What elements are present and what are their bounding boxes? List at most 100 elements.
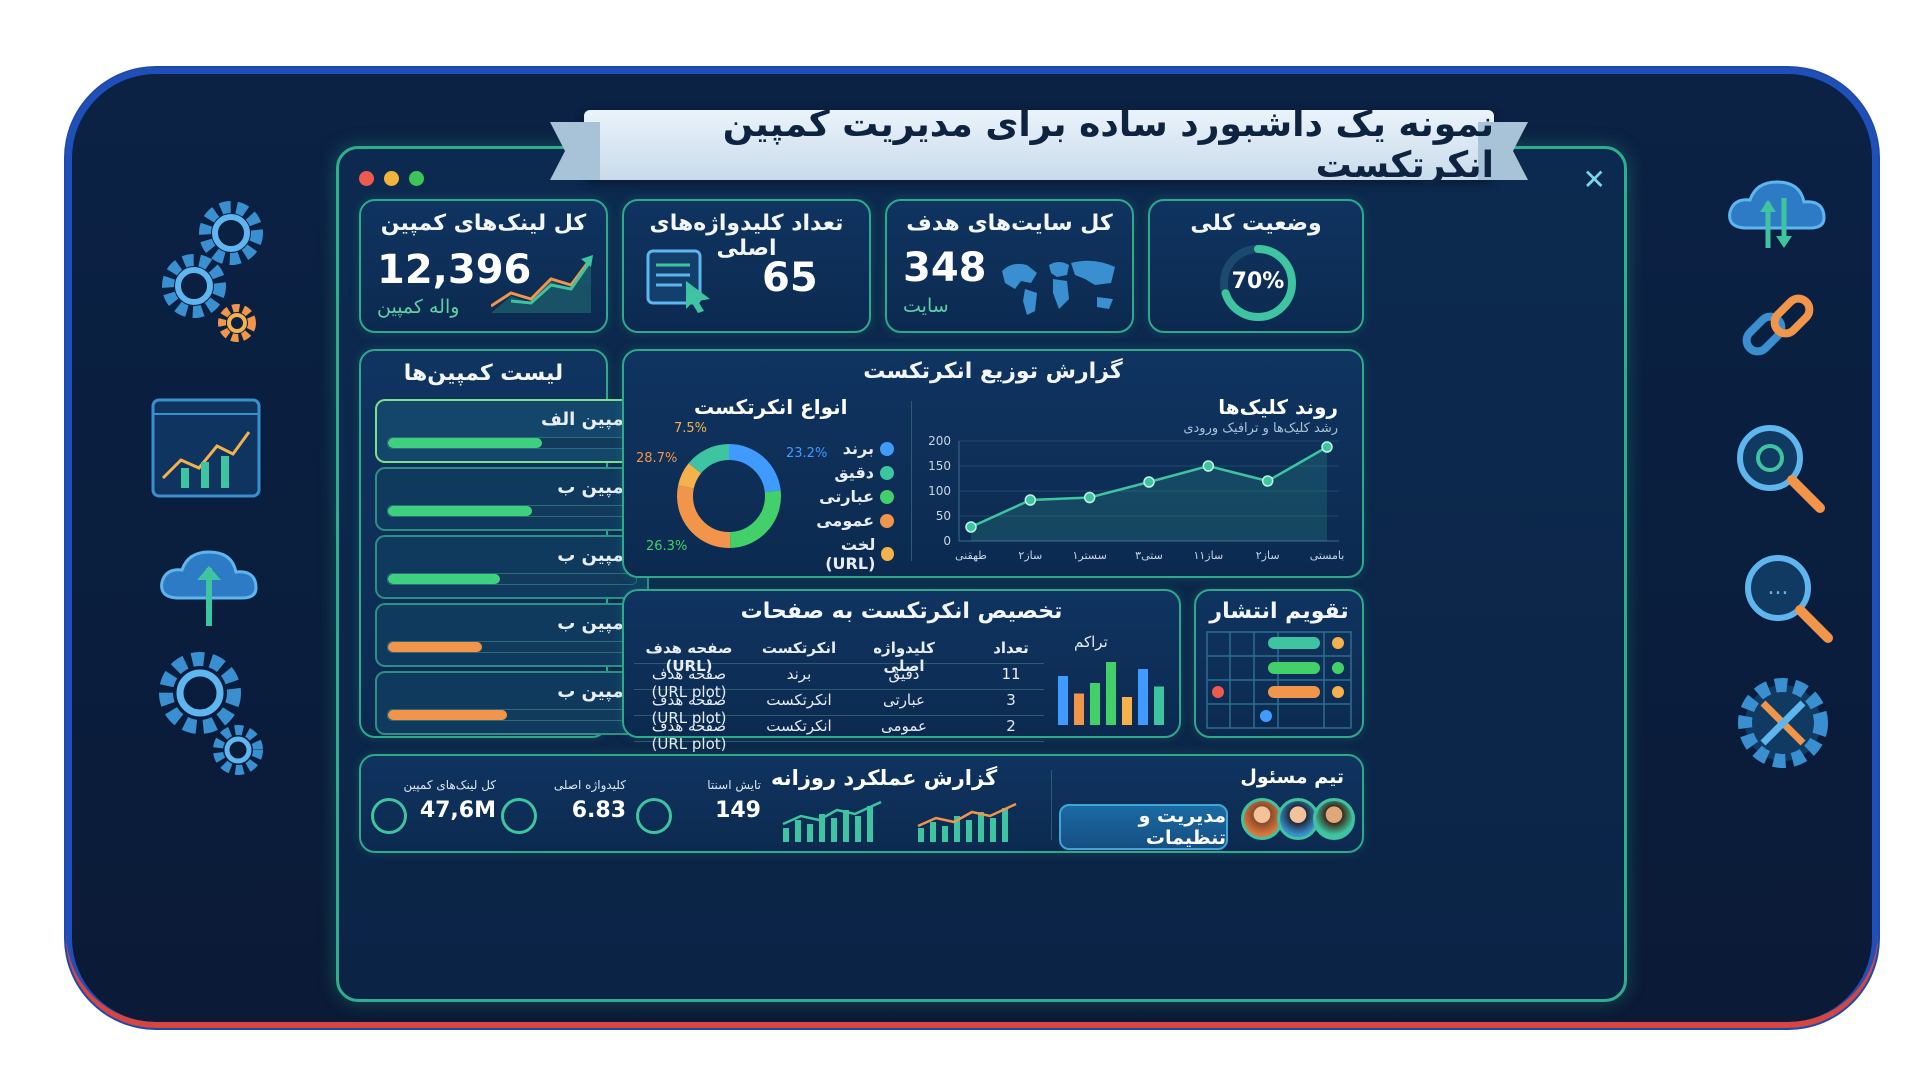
daily-stat-value: 149 <box>715 798 761 823</box>
campaign-item[interactable]: کمپین الف <box>375 399 649 463</box>
allocation-title: تخصیص انکرتکست به صفحات <box>740 599 1063 624</box>
donut-pct-label: 7.5% <box>674 421 708 436</box>
legend-label: دقیق <box>834 463 874 482</box>
daily-stat-value: 47,6M <box>419 798 496 823</box>
donut-pct-label: 28.7% <box>636 451 678 466</box>
avatar[interactable] <box>1241 798 1283 840</box>
legend-label: عمومی <box>816 511 874 530</box>
x-tick-label: ۳ستی <box>1135 549 1163 562</box>
data-point <box>1321 441 1333 453</box>
page-title-banner: نمونه یک داشبورد ساده برای مدیریت کمپین … <box>584 104 1494 186</box>
avatar[interactable] <box>1313 798 1355 840</box>
data-point <box>1024 494 1037 506</box>
legend-dot <box>880 513 894 528</box>
y-tick-label: 0 <box>943 534 951 548</box>
campaign-label: کمپین الف <box>540 409 635 430</box>
density-bar <box>1122 697 1132 725</box>
legend-dot <box>881 547 894 561</box>
table-cell: 11 <box>1001 665 1021 683</box>
kpi-status-value: 70% <box>1231 269 1285 294</box>
campaign-progress-fill <box>388 438 542 448</box>
data-point <box>1261 475 1274 487</box>
campaign-list-card: لیست کمپین‌ها کمپین الف کمپین ب کمپین ب کمپ… <box>359 349 649 738</box>
daily-stat: تایش اسنتا 149 <box>636 778 761 834</box>
data-point <box>1083 491 1096 504</box>
daily-title: گزارش عملکرد روزانه <box>771 766 998 790</box>
campaign-item[interactable]: کمپین ب <box>375 535 649 599</box>
kpi-sites-title: کل سایت‌های هدف <box>906 211 1113 236</box>
daily-stat: کل لینک‌های کمپین 47,6M <box>371 778 496 834</box>
x-tick-label: ۱سستر <box>1072 549 1106 562</box>
divider <box>1051 770 1052 840</box>
table-row[interactable]: 3 عبارتی انکرتکست صفحه هدف (URL plot) <box>634 685 1044 727</box>
legend-item: عبارتی <box>794 487 894 506</box>
kpi-keywords-value: 65 <box>762 255 818 301</box>
table-row[interactable]: 11 دقیق برند صفحه هدف (URL plot) <box>634 659 1044 701</box>
kpi-links-title: کل لینک‌های کمپین <box>380 211 587 236</box>
campaign-progress-fill <box>388 710 508 720</box>
stat-icon <box>371 798 407 834</box>
x-tick-label: ۲ساز <box>1256 549 1280 562</box>
table-cell: انکرتکست <box>766 691 832 709</box>
density-bar <box>1138 669 1148 725</box>
window-controls <box>359 171 424 186</box>
data-point <box>1202 460 1215 472</box>
campaign-item[interactable]: کمپین ب <box>375 671 649 735</box>
window-close-dot[interactable] <box>359 171 374 186</box>
tools-gear-icon <box>1738 678 1828 768</box>
x-tick-label: طهقنی <box>955 549 987 562</box>
donut-slice <box>677 444 781 548</box>
distribution-card: گزارش توزیع انکرتکست انواع انکرتکست 7.5%… <box>622 349 1364 578</box>
campaign-progress <box>387 641 637 653</box>
table-cell: 3 <box>1006 691 1016 709</box>
campaign-item[interactable]: کمپین ب <box>375 603 649 667</box>
legend-dot <box>880 465 894 480</box>
window-minimize-dot[interactable] <box>384 171 399 186</box>
cloud-upload-icon <box>160 550 258 626</box>
density-bars <box>1058 662 1164 725</box>
distribution-title: گزارش توزیع انکرتکست <box>863 359 1123 384</box>
density-bar <box>1058 676 1068 725</box>
kpi-status-card: وضعیت کلی 70% <box>1148 199 1364 333</box>
table-cell: صفحه هدف (URL plot) <box>651 717 727 753</box>
keyword-document-icon <box>646 249 710 313</box>
campaign-progress <box>387 505 637 517</box>
campaign-progress-fill <box>388 506 532 516</box>
stat-icon <box>501 798 537 834</box>
avatar[interactable] <box>1277 798 1319 840</box>
table-cell: برند <box>786 665 812 683</box>
anchor-type-donut <box>677 444 781 548</box>
window-maximize-dot[interactable] <box>409 171 424 186</box>
campaign-item[interactable]: کمپین ب <box>375 467 649 531</box>
data-point <box>1143 476 1155 488</box>
calendar-title: تقویم انتشار <box>1209 599 1349 624</box>
table-cell: عبارتی <box>883 691 925 709</box>
campaign-label: کمپین ب <box>557 477 635 498</box>
daily-stat-value: 6.83 <box>571 798 626 823</box>
legend-item: عمومی <box>794 511 894 530</box>
campaign-progress <box>387 709 637 721</box>
donut-pct-label: 23.2% <box>786 446 828 461</box>
campaign-progress-fill <box>388 574 500 584</box>
campaign-progress <box>387 437 637 449</box>
campaign-label: کمپین ب <box>557 545 635 566</box>
svg-text:...: ... <box>1768 575 1789 600</box>
table-header-cell: کلیدواژه اصلی <box>873 639 935 675</box>
divider <box>911 401 912 561</box>
allocation-card: تخصیص انکرتکست به صفحات تراکم تعداد کلیدو… <box>622 589 1181 753</box>
kpi-sites-card: کل سایت‌های هدف 348 سایت <box>885 199 1134 333</box>
table-header-cell: تعداد <box>993 639 1029 657</box>
daily-stat-label: تایش اسنتا <box>707 778 761 792</box>
density-bar <box>1154 686 1164 725</box>
manage-settings-button[interactable]: مدیریت و تنظیمات <box>1059 804 1228 850</box>
campaign-label: کمپین ب <box>557 613 635 634</box>
donut-slice <box>677 444 781 548</box>
kpi-links-card: کل لینک‌های کمپین 12,396 واله کمپین <box>359 199 608 333</box>
close-icon[interactable]: ✕ <box>1582 163 1606 196</box>
series-area <box>971 447 1327 541</box>
table-row[interactable]: 2 عمومی انکرتکست صفحه هدف (URL plot) <box>634 711 1044 753</box>
legend-item: برند <box>794 439 894 458</box>
kpi-links-value: 12,396 <box>377 247 532 293</box>
table-cell: انکرتکست <box>766 717 832 735</box>
gear-icon <box>199 201 263 265</box>
